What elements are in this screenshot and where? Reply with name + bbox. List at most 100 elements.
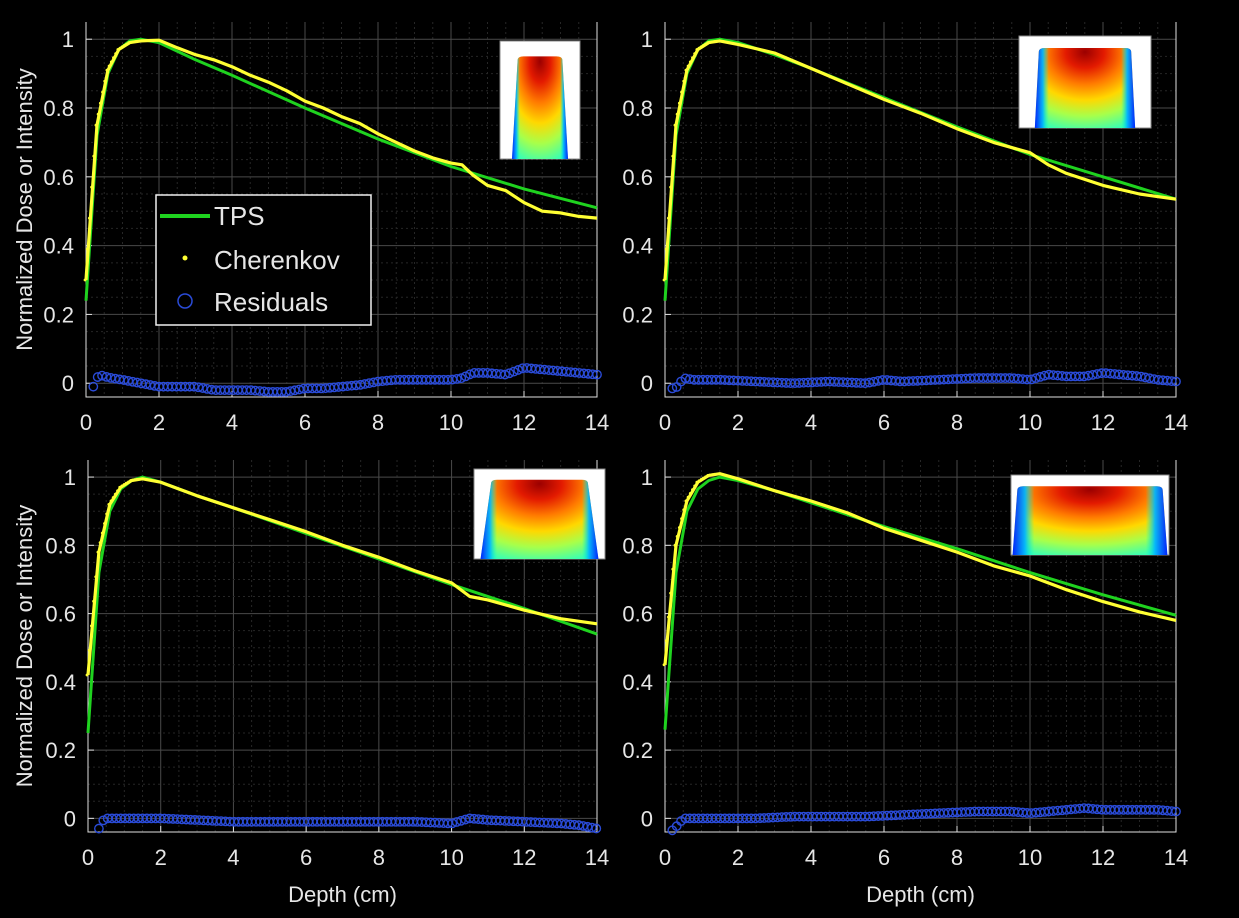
cherenkov-point <box>697 46 701 50</box>
x-tick-label: 4 <box>805 410 817 435</box>
x-tick-label: 10 <box>439 845 463 870</box>
cherenkov-point <box>675 112 679 116</box>
cherenkov-point <box>98 541 102 544</box>
x-tick-label: 12 <box>1091 845 1115 870</box>
cherenkov-point <box>691 488 694 492</box>
legend-cherenkov-label: Cherenkov <box>214 245 340 275</box>
cherenkov-point <box>109 499 113 503</box>
cherenkov-point <box>112 56 115 60</box>
cherenkov-point <box>688 492 692 495</box>
y-axis-label: Normalized Dose or Intensity <box>12 68 37 350</box>
cherenkov-point <box>96 112 100 116</box>
y-tick-label: 0 <box>641 371 653 396</box>
x-tick-label: 0 <box>80 410 92 435</box>
cherenkov-point <box>101 90 104 94</box>
residual-point <box>451 817 462 827</box>
cherenkov-point <box>87 649 91 652</box>
x-tick-label: 0 <box>659 845 671 870</box>
axes-frame <box>87 460 598 833</box>
legend-cherenkov-swatch <box>182 255 188 261</box>
cherenkov-point <box>686 64 690 68</box>
cherenkov-point <box>699 478 703 481</box>
x-axis-label: Depth (cm) <box>288 882 397 907</box>
series-residuals <box>94 813 602 834</box>
y-tick-label: 0.4 <box>622 234 653 259</box>
cherenkov-point <box>92 154 96 158</box>
residual-point <box>504 368 515 379</box>
x-tick-label: 14 <box>1164 410 1188 435</box>
x-tick-label: 0 <box>659 410 671 435</box>
series-residuals <box>88 363 602 397</box>
series-line <box>84 38 598 281</box>
inset-dose-edge <box>512 56 568 160</box>
x-axis-label: Depth (cm) <box>866 882 975 907</box>
x-tick-label: 2 <box>732 845 744 870</box>
series-residuals <box>667 803 1181 836</box>
cherenkov-point <box>94 575 98 579</box>
residual-point <box>1166 376 1177 387</box>
residual-point <box>456 373 467 384</box>
series-cherenkov <box>662 472 1177 667</box>
cherenkov-point <box>693 52 697 56</box>
y-tick-label: 0.8 <box>622 533 653 558</box>
cherenkov-point <box>122 483 126 486</box>
x-tick-label: 6 <box>299 410 311 435</box>
cherenkov-point <box>90 185 93 189</box>
cherenkov-point <box>695 48 699 51</box>
cherenkov-point <box>131 40 135 44</box>
cherenkov-point <box>127 480 130 484</box>
cherenkov-point <box>116 48 120 51</box>
cherenkov-point <box>710 40 714 44</box>
residual-point <box>447 818 458 829</box>
cherenkov-point <box>673 543 677 547</box>
cherenkov-point <box>96 550 100 554</box>
cherenkov-point <box>675 535 679 538</box>
residual-point <box>592 369 602 380</box>
cherenkov-point <box>697 479 701 483</box>
grid <box>664 22 1177 397</box>
axes-frame <box>85 22 598 398</box>
cherenkov-point <box>666 216 670 220</box>
axes-frame <box>664 460 1177 833</box>
residual-point <box>1035 372 1046 382</box>
legend-residuals-swatch <box>177 293 193 309</box>
cherenkov-point <box>706 41 710 45</box>
y-tick-label: 0 <box>62 371 74 396</box>
x-tick-label: 14 <box>585 410 609 435</box>
legend: TPS Cherenkov Residuals <box>155 194 372 326</box>
cherenkov-point <box>664 247 668 251</box>
y-tick-label: 0 <box>64 806 76 831</box>
cherenkov-point <box>135 478 139 481</box>
cherenkov-point <box>669 185 672 189</box>
y-axis-label: Normalized Dose or Intensity <box>12 505 37 787</box>
series-cherenkov <box>83 38 598 282</box>
inset-dose-edge <box>1012 486 1168 555</box>
residual-point <box>456 815 466 826</box>
panel-bottom-right: 0 2 4 6 8 10 12 14 0 0.2 0.4 0.6 0.8 1 Depth (cm) <box>622 460 1188 907</box>
cherenkov-point <box>702 476 705 480</box>
cherenkov-point <box>708 473 712 477</box>
cherenkov-point <box>94 123 98 127</box>
x-tick-label: 6 <box>300 845 312 870</box>
cherenkov-point <box>686 495 690 499</box>
residual-point <box>1171 376 1181 387</box>
cherenkov-point <box>684 68 688 72</box>
cherenkov-point <box>704 42 708 46</box>
cherenkov-point <box>693 484 697 488</box>
x-tick-label: 4 <box>805 845 817 870</box>
x-tick-label: 4 <box>226 410 238 435</box>
y-tick-label: 0.6 <box>45 602 76 627</box>
residual-point <box>88 381 99 392</box>
inset-dose-edge <box>480 479 599 559</box>
cherenkov-point <box>120 484 124 488</box>
legend-tps-label: TPS <box>214 201 265 231</box>
cherenkov-point <box>662 663 666 667</box>
x-tick-label: 8 <box>372 410 384 435</box>
residual-point <box>1026 374 1037 385</box>
x-tick-label: 2 <box>732 410 744 435</box>
inset-field-image <box>1010 474 1170 556</box>
cherenkov-point <box>92 599 95 603</box>
y-tick-label: 0.6 <box>43 165 74 190</box>
y-tick-label: 0.6 <box>622 602 653 627</box>
cherenkov-point <box>682 508 686 512</box>
